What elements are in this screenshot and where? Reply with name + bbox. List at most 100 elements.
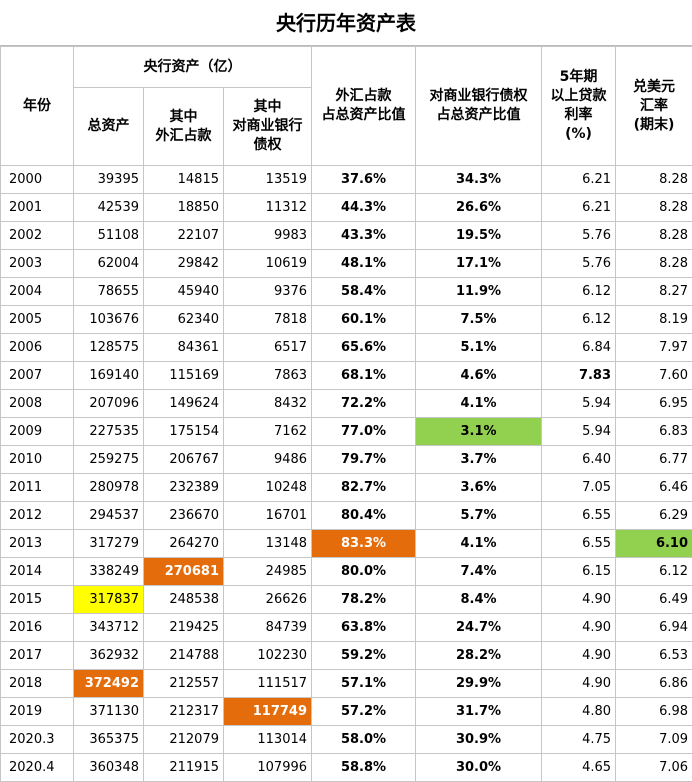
table-cell: 4.6% <box>415 361 543 390</box>
table-cell: 60.1% <box>311 305 417 334</box>
table-row: 2003 62004 29842 10619 48.1% 17.1% 5.76 8.28 <box>0 249 692 278</box>
table-cell: 206767 <box>143 445 224 474</box>
table-cell: 2000 <box>0 165 74 194</box>
table-cell: 44.3% <box>311 193 417 222</box>
table-cell: 2019 <box>0 697 74 726</box>
table-cell: 26.6% <box>415 193 543 222</box>
table-row: 2019 371130 212317 117749 57.2% 31.7% 4.80 6.98 <box>0 697 692 726</box>
table-cell: 19.5% <box>415 221 543 250</box>
table-cell: 2009 <box>0 417 74 446</box>
table-cell: 211915 <box>143 753 224 782</box>
table-cell: 7.83 <box>541 361 617 390</box>
table-cell: 8.28 <box>615 221 692 250</box>
table-cell: 7.05 <box>541 473 617 502</box>
table-cell: 6.21 <box>541 165 617 194</box>
table-cell: 11312 <box>222 193 313 222</box>
table-cell: 317837 <box>73 585 144 614</box>
table-cell: 83.3% <box>311 529 417 558</box>
table-cell: 2002 <box>0 221 74 250</box>
table-cell: 103676 <box>73 305 144 334</box>
table-cell: 236670 <box>143 501 224 530</box>
table-row: 2000 39395 14815 13519 37.6% 34.3% 6.21 8.28 <box>0 165 692 194</box>
table-cell: 13148 <box>222 529 313 558</box>
table-cell: 343712 <box>73 613 144 642</box>
table-cell: 26626 <box>222 585 313 614</box>
table-cell: 2012 <box>0 501 74 530</box>
table-cell: 2006 <box>0 333 74 362</box>
table-cell: 6.95 <box>615 389 692 418</box>
table-cell: 30.0% <box>415 753 543 782</box>
table-row: 2006 128575 84361 6517 65.6% 5.1% 6.84 7.97 <box>0 333 692 362</box>
table-cell: 6.12 <box>541 277 617 306</box>
table-cell: 6.53 <box>615 641 692 670</box>
table-cell: 6.21 <box>541 193 617 222</box>
table-cell: 270681 <box>143 557 224 586</box>
table-cell: 6.83 <box>615 417 692 446</box>
table-cell: 7.97 <box>615 333 692 362</box>
table-cell: 111517 <box>222 669 313 698</box>
table-cell: 6.77 <box>615 445 692 474</box>
table-cell: 8.19 <box>615 305 692 334</box>
table-cell: 175154 <box>143 417 224 446</box>
table-row: 2020.4 360348 211915 107996 58.8% 30.0% 4.65 7.… <box>0 753 692 782</box>
table-cell: 59.2% <box>311 641 417 670</box>
table-cell: 63.8% <box>311 613 417 642</box>
table-cell: 34.3% <box>415 165 543 194</box>
table-cell: 62004 <box>73 249 144 278</box>
table-cell: 102230 <box>222 641 313 670</box>
table-cell: 4.90 <box>541 585 617 614</box>
table-cell: 4.80 <box>541 697 617 726</box>
table-cell: 107996 <box>222 753 313 782</box>
table-cell: 37.6% <box>311 165 417 194</box>
table-cell: 4.1% <box>415 529 543 558</box>
table-cell: 7.60 <box>615 361 692 390</box>
table-cell: 264270 <box>143 529 224 558</box>
table-cell: 68.1% <box>311 361 417 390</box>
table-cell: 4.65 <box>541 753 617 782</box>
table-cell: 5.76 <box>541 249 617 278</box>
table-cell: 3.7% <box>415 445 543 474</box>
table-cell: 214788 <box>143 641 224 670</box>
table-row: 2020.3 365375 212079 113014 58.0% 30.9% 4.75 7.… <box>0 725 692 754</box>
table-row: 2009 227535 175154 7162 77.0% 3.1% 5.94 6.83 <box>0 417 692 446</box>
table-row: 2001 42539 18850 11312 44.3% 26.6% 6.21 8.28 <box>0 193 692 222</box>
table-row: 2008 207096 149624 8432 72.2% 4.1% 5.94 6.95 <box>0 389 692 418</box>
column-header: 其中 对商业银行 债权 <box>222 87 313 166</box>
table-cell: 2018 <box>0 669 74 698</box>
table-cell: 58.4% <box>311 277 417 306</box>
table-cell: 7.06 <box>615 753 692 782</box>
table-cell: 24.7% <box>415 613 543 642</box>
table-cell: 2004 <box>0 277 74 306</box>
table-cell: 22107 <box>143 221 224 250</box>
table-cell: 2001 <box>0 193 74 222</box>
table-cell: 219425 <box>143 613 224 642</box>
table-cell: 7818 <box>222 305 313 334</box>
table-cell: 360348 <box>73 753 144 782</box>
table-row: 2004 78655 45940 9376 58.4% 11.9% 6.12 8.27 <box>0 277 692 306</box>
table-cell: 212557 <box>143 669 224 698</box>
table-cell: 28.2% <box>415 641 543 670</box>
table-cell: 248538 <box>143 585 224 614</box>
table-cell: 18850 <box>143 193 224 222</box>
table-cell: 317279 <box>73 529 144 558</box>
table-cell: 72.2% <box>311 389 417 418</box>
table-cell: 4.75 <box>541 725 617 754</box>
table-cell: 6.98 <box>615 697 692 726</box>
table-cell: 43.3% <box>311 221 417 250</box>
table-cell: 2007 <box>0 361 74 390</box>
table-row: 2011 280978 232389 10248 82.7% 3.6% 7.05 6.46 <box>0 473 692 502</box>
table-cell: 338249 <box>73 557 144 586</box>
table-cell: 8.28 <box>615 249 692 278</box>
table-cell: 117749 <box>222 697 313 726</box>
column-header: 外汇占款 占总资产比值 <box>311 46 417 166</box>
table-cell: 3.6% <box>415 473 543 502</box>
table-cell: 62340 <box>143 305 224 334</box>
table-cell: 372492 <box>73 669 144 698</box>
table-row: 2002 51108 22107 9983 43.3% 19.5% 5.76 8.28 <box>0 221 692 250</box>
table-cell: 2008 <box>0 389 74 418</box>
table-cell: 48.1% <box>311 249 417 278</box>
table-cell: 232389 <box>143 473 224 502</box>
table-cell: 5.94 <box>541 417 617 446</box>
table-cell: 8.28 <box>615 193 692 222</box>
table-cell: 7863 <box>222 361 313 390</box>
